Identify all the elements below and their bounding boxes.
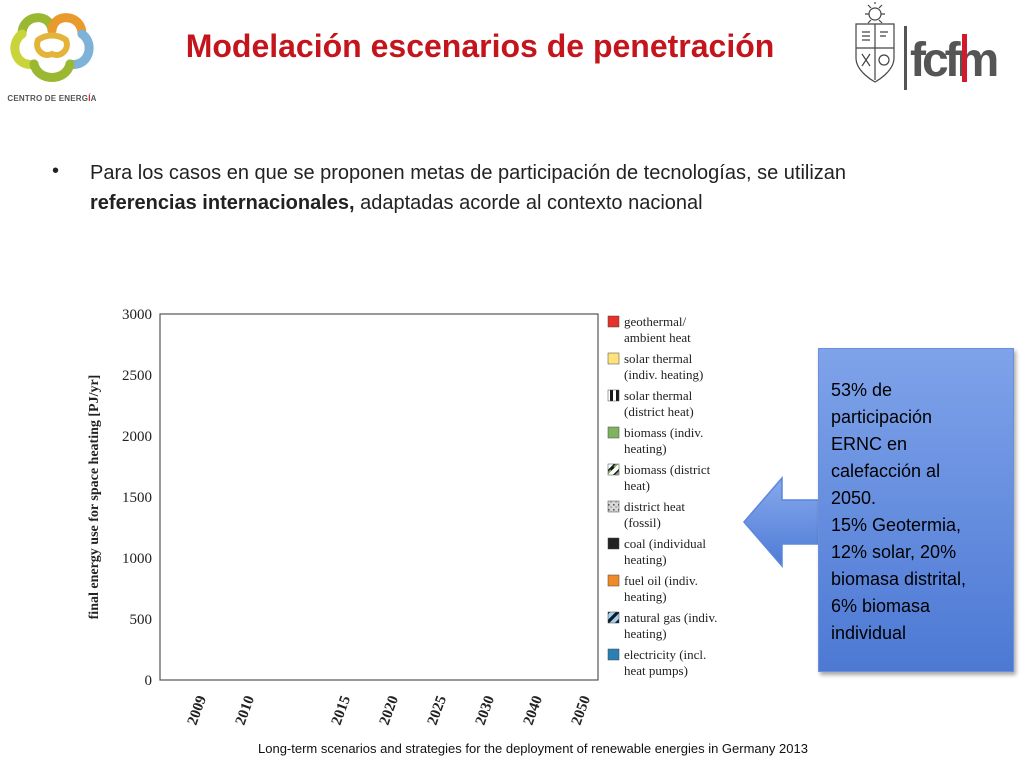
- fcfm-logo: fcfm: [904, 26, 1001, 90]
- fcfm-logo-text: fcfm: [910, 34, 997, 87]
- callout-line: 2050.: [831, 488, 877, 508]
- legend-swatch: [607, 500, 620, 513]
- university-crest-icon: [855, 2, 895, 83]
- callout-box: 53% de participación ERNC en calefacción al…: [818, 348, 1014, 672]
- callout-line: participación: [831, 407, 933, 427]
- callout-line: 12% solar, 20%: [831, 542, 957, 562]
- y-tick-label: 0: [145, 673, 153, 689]
- legend-label: fuel oil (indiv. heating): [624, 573, 698, 604]
- chart-axes: 0 500 1000 1500 2000 2500 3000 final energy use…: [87, 307, 599, 728]
- legend-label: coal (individual heating): [624, 536, 706, 567]
- logo-left-label: CENTRO DE ENERGÍA: [7, 94, 97, 103]
- legend-label: solar thermal (indiv. heating): [624, 351, 703, 382]
- space-heating-chart: 26662773258023512081183014461144 0500100…: [87, 307, 717, 728]
- legend-swatch: [607, 315, 620, 328]
- x-tick-label: 2025: [425, 694, 450, 728]
- x-tick-label: 2050: [569, 694, 594, 728]
- x-tick-label: 2009: [185, 694, 210, 728]
- bullet-bold-text: referencias internacionales,: [90, 192, 355, 214]
- legend-swatch: [607, 352, 620, 365]
- y-tick-label: 500: [130, 612, 153, 628]
- y-tick-label: 1500: [122, 490, 152, 506]
- legend-swatch: [607, 537, 620, 550]
- y-tick-label: 3000: [122, 307, 152, 323]
- legend-label: district heat (fossil): [624, 499, 685, 530]
- callout-line: biomasa distrital,: [831, 569, 967, 589]
- legend-swatch: [607, 426, 620, 439]
- x-tick-label: 2010: [233, 694, 258, 728]
- callout-line: calefacción al: [831, 461, 941, 481]
- legend-label: natural gas (indiv. heating): [624, 610, 717, 641]
- legend-swatch: [607, 611, 620, 624]
- left-arrow-icon: [743, 476, 821, 568]
- legend-label: electricity (incl. heat pumps): [624, 647, 706, 678]
- centro-energia-logo: CENTRO DE ENERGÍA: [2, 4, 102, 104]
- x-tick-label: 2015: [329, 694, 354, 728]
- slide-title: Modelación escenarios de penetración: [185, 28, 775, 64]
- chart-legend: geothermal/ambient heat solar thermal (ind…: [607, 314, 717, 678]
- y-tick-label: 2000: [122, 429, 152, 445]
- legend-swatch: [607, 463, 620, 476]
- legend-label: geothermal/ambient heat: [624, 314, 691, 345]
- x-tick-label: 2020: [377, 694, 402, 728]
- y-tick-label: 1000: [122, 551, 152, 567]
- bullet-text: Para los casos en que se proponen metas …: [90, 162, 847, 214]
- callout-line: 6% biomasa: [831, 596, 931, 616]
- callout-line: individual: [831, 623, 907, 643]
- y-tick-label: 2500: [122, 368, 152, 384]
- callout-line: 15% Geotermia,: [831, 515, 962, 535]
- legend-swatch: [607, 389, 620, 402]
- bullet-point-icon: •: [52, 160, 60, 182]
- legend-swatch: [607, 574, 620, 587]
- fcfm-bar: [904, 26, 907, 90]
- x-tick-label: 2040: [521, 694, 546, 728]
- energy-swirl-icon: [10, 13, 94, 82]
- callout-line: 53% de: [831, 380, 893, 400]
- callout-text: 53% de participación ERNC en calefacción al…: [831, 377, 1007, 647]
- x-tick-label: 2030: [473, 694, 498, 728]
- y-axis-label: final energy use for space heating [PJ/y…: [87, 375, 102, 620]
- legend-label: biomass (indiv. heating): [624, 425, 703, 456]
- legend-swatch: [607, 648, 620, 661]
- legend-label: biomass (district heat): [624, 462, 711, 493]
- source-caption: Long-term scenarios and strategies for t…: [258, 741, 808, 756]
- callout-line: ERNC en: [831, 434, 908, 454]
- fcfm-accent: [962, 34, 967, 82]
- legend-label: solar thermal (district heat): [624, 388, 694, 419]
